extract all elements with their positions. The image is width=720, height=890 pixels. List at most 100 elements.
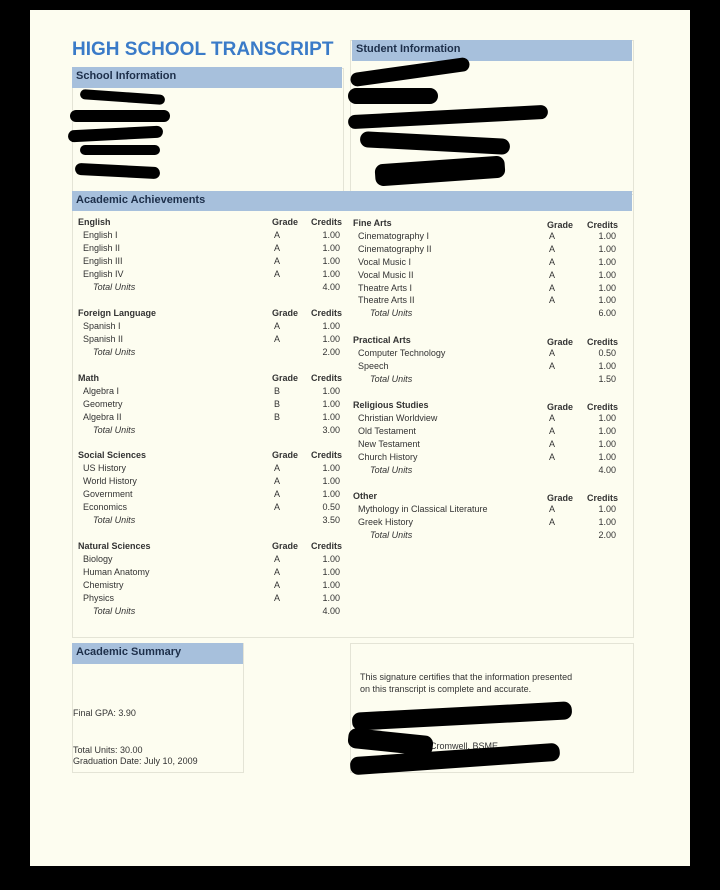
- subject-name: English: [78, 217, 111, 227]
- course-credits: 1.00: [322, 488, 340, 499]
- course-credits: 1.00: [322, 566, 340, 577]
- total-credits: 1.50: [598, 373, 616, 384]
- credits-header: Credits: [310, 308, 342, 318]
- course-name: Physics: [83, 592, 115, 603]
- total-label: Total Units: [93, 605, 136, 616]
- course-credits: 1.00: [598, 360, 616, 371]
- total-label: Total Units: [370, 308, 413, 319]
- course-credits: 1.00: [598, 282, 616, 293]
- section-heading: School Information: [72, 67, 342, 88]
- gpa: Final GPA: 3.90: [73, 708, 136, 718]
- course-name: Biology: [83, 553, 113, 564]
- course-name: Spanish I: [83, 320, 121, 331]
- total-credits: 3.50: [322, 514, 340, 525]
- course-credits: 1.00: [598, 412, 616, 423]
- credits-header: Credits: [586, 402, 618, 412]
- total-credits: 4.00: [598, 464, 616, 475]
- course-grade: A: [549, 269, 556, 280]
- subject-name: Social Sciences: [78, 450, 147, 460]
- course-grade: A: [274, 475, 281, 486]
- course-credits: 1.00: [598, 269, 616, 280]
- course-name: Algebra I: [83, 385, 120, 396]
- subject-name: Other: [353, 491, 378, 501]
- signature-statement: This signature certifies that the inform…: [360, 672, 573, 694]
- grade-header: Grade: [272, 373, 299, 383]
- course-name: Cinematography II: [358, 243, 432, 254]
- subject-name: Practical Arts: [353, 335, 411, 345]
- course-grade: A: [274, 462, 281, 473]
- course-name: New Testament: [358, 438, 420, 449]
- course-name: Geometry: [83, 398, 123, 409]
- course-name: Computer Technology: [358, 347, 446, 358]
- total-credits: 3.00: [322, 424, 340, 435]
- course-grade: A: [549, 438, 556, 449]
- grade-header: Grade: [272, 450, 299, 460]
- course-name: English I: [83, 229, 118, 240]
- course-credits: 1.00: [598, 516, 616, 527]
- course-credits: 1.00: [598, 295, 616, 306]
- course-name: Chemistry: [83, 579, 124, 590]
- course-grade: A: [274, 229, 281, 240]
- course-credits: 1.00: [322, 411, 340, 422]
- course-grade: A: [274, 592, 281, 603]
- course-grade: A: [274, 255, 281, 266]
- credits-header: Credits: [310, 217, 342, 227]
- course-grade: A: [549, 230, 556, 241]
- course-name: English III: [83, 255, 123, 266]
- course-credits: 1.00: [598, 256, 616, 267]
- course-grade: A: [549, 451, 556, 462]
- page: HIGH SCHOOL TRANSCRIPT Student Informati…: [30, 10, 690, 866]
- course-name: English II: [83, 242, 121, 253]
- course-credits: 1.00: [322, 229, 340, 240]
- total-credits: 4.00: [322, 605, 340, 616]
- title: HIGH SCHOOL TRANSCRIPT: [72, 39, 334, 60]
- course-grade: A: [549, 503, 556, 514]
- course-grade: A: [549, 412, 556, 423]
- course-name: English IV: [83, 268, 124, 279]
- course-name: World History: [83, 475, 137, 486]
- course-grade: A: [549, 282, 556, 293]
- credits-header: Credits: [586, 337, 618, 347]
- total-label: Total Units: [93, 514, 136, 525]
- course-credits: 1.00: [598, 451, 616, 462]
- course-grade: B: [274, 398, 281, 409]
- total-label: Total Units: [370, 373, 413, 384]
- subject-name: Religious Studies: [353, 400, 429, 410]
- course-name: Cinematography I: [358, 230, 430, 241]
- course-credits: 0.50: [322, 501, 340, 512]
- section-heading: Academic Achievements: [72, 191, 632, 211]
- section-heading: Academic Summary: [72, 643, 243, 664]
- course-credits: 1.00: [322, 553, 340, 564]
- section-heading: Student Information: [352, 40, 632, 61]
- course-credits: 1.00: [322, 592, 340, 603]
- graduation-date: Graduation Date: July 10, 2009: [73, 756, 198, 766]
- total-credits: 2.00: [598, 529, 616, 540]
- credits-header: Credits: [310, 373, 342, 383]
- total-credits: 4.00: [322, 281, 340, 292]
- subject-name: Natural Sciences: [78, 541, 151, 551]
- course-name: Mythology in Classical Literature: [358, 503, 488, 514]
- course-grade: A: [274, 268, 281, 279]
- course-name: Government: [83, 488, 133, 499]
- course-name: Greek History: [358, 516, 414, 527]
- course-name: Algebra II: [83, 411, 122, 422]
- course-name: Theatre Arts I: [358, 282, 413, 293]
- course-credits: 1.00: [598, 243, 616, 254]
- course-grade: A: [274, 553, 281, 564]
- credits-header: Credits: [586, 493, 618, 503]
- course-name: Human Anatomy: [83, 566, 150, 577]
- total-label: Total Units: [93, 346, 136, 357]
- course-name: Vocal Music II: [358, 269, 414, 280]
- credits-header: Credits: [310, 450, 342, 460]
- grade-header: Grade: [272, 308, 299, 318]
- signature-panel: [350, 643, 634, 773]
- course-grade: B: [274, 411, 281, 422]
- course-credits: 1.00: [322, 398, 340, 409]
- course-credits: 1.00: [322, 242, 340, 253]
- total-label: Total Units: [370, 464, 413, 475]
- course-grade: B: [274, 385, 281, 396]
- course-credits: 1.00: [322, 579, 340, 590]
- grade-header: Grade: [272, 217, 299, 227]
- subject-name: Math: [78, 373, 99, 383]
